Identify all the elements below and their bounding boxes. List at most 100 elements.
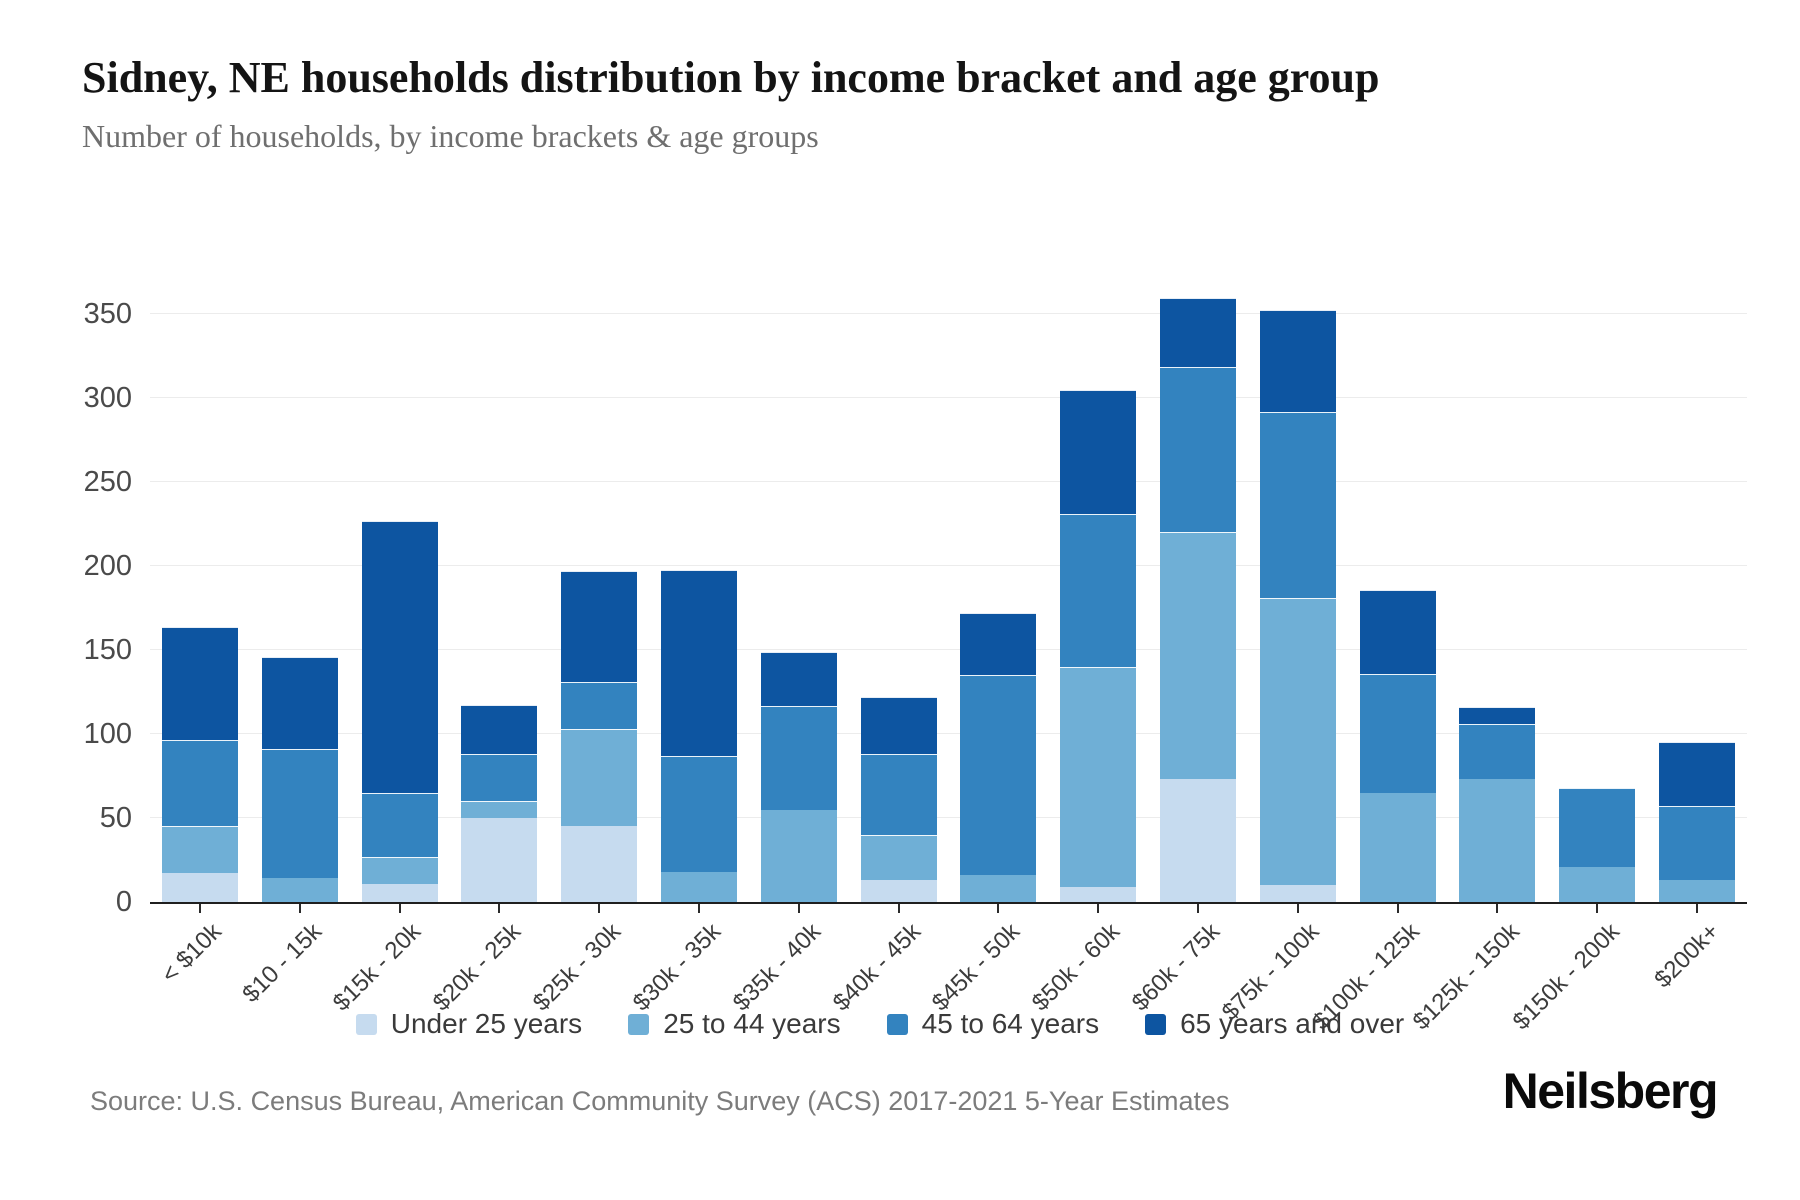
bar-segment[interactable] — [561, 729, 638, 826]
bar-segment[interactable] — [1359, 793, 1436, 902]
bar-segment[interactable] — [561, 682, 638, 729]
page-title: Sidney, NE households distribution by in… — [82, 53, 1380, 102]
bar-segment[interactable] — [361, 884, 438, 902]
bar-segment[interactable] — [461, 801, 538, 818]
y-axis-tick-label: 300 — [83, 382, 132, 414]
bar-segment[interactable] — [361, 793, 438, 857]
x-axis-tick — [1296, 904, 1299, 913]
legend-swatch-icon — [886, 1013, 908, 1035]
bar-segment[interactable] — [1359, 590, 1436, 674]
bar-segment[interactable] — [660, 756, 737, 872]
bar-segment[interactable] — [1259, 598, 1336, 885]
gridline-y-200 — [150, 565, 1747, 566]
bar-segment[interactable] — [261, 878, 338, 902]
bar-segment[interactable] — [361, 521, 438, 793]
bar-segment[interactable] — [1259, 310, 1336, 412]
bar-segment[interactable] — [960, 875, 1037, 902]
y-axis-tick-label: 150 — [83, 634, 132, 666]
x-axis-tick — [797, 904, 800, 913]
stacked-bar-8 — [860, 697, 937, 902]
legend-item: 65 years and over — [1145, 1008, 1404, 1040]
bar-segment[interactable] — [1060, 390, 1137, 514]
chart-legend: Under 25 years 25 to 44 years 45 to 64 yea… — [0, 1008, 1760, 1040]
stacked-bar-15 — [1559, 788, 1636, 902]
bar-segment[interactable] — [1060, 887, 1137, 902]
stacked-bar-3 — [361, 521, 438, 902]
bar-segment[interactable] — [161, 740, 238, 826]
bar-segment[interactable] — [161, 873, 238, 902]
bar-segment[interactable] — [760, 810, 837, 902]
y-axis-tick-label: 0 — [115, 886, 132, 918]
bar-slot: $75k - 100k — [1217, 250, 1348, 1026]
bar-segment[interactable] — [760, 706, 837, 810]
stacked-bar-16 — [1659, 742, 1736, 902]
bar-segment[interactable] — [1060, 667, 1137, 887]
bar-segment[interactable] — [1259, 885, 1336, 902]
plot-area: 0 50 100 150 200 250 300 350 < $10k $10 - 15k $15k… — [84, 250, 1747, 1035]
legend-item: 25 to 44 years — [628, 1008, 841, 1040]
bar-segment[interactable] — [361, 857, 438, 884]
stacked-bar-7 — [760, 652, 837, 902]
bar-segment[interactable] — [561, 571, 638, 682]
x-axis-tick — [498, 904, 501, 913]
x-axis-tick-label: $10 - 15k — [236, 918, 327, 1008]
legend-label: 65 years and over — [1180, 1008, 1405, 1039]
stacked-bar-10 — [1060, 390, 1137, 902]
bar-segment[interactable] — [1459, 779, 1536, 902]
x-axis-tick — [298, 904, 301, 913]
x-axis-tick-label: < $10k — [156, 918, 227, 989]
bar-segment[interactable] — [960, 613, 1037, 675]
bar-segment[interactable] — [161, 826, 238, 873]
bar-segment[interactable] — [561, 826, 638, 902]
stacked-bar-14 — [1459, 707, 1536, 902]
stacked-bar-13 — [1359, 590, 1436, 902]
bar-segment[interactable] — [1160, 367, 1237, 532]
legend-swatch-icon — [1145, 1013, 1167, 1035]
bar-segment[interactable] — [1060, 514, 1137, 667]
x-axis-tick — [1696, 904, 1699, 913]
bar-segment[interactable] — [161, 627, 238, 740]
bar-slot: $20k - 25k — [428, 250, 549, 1016]
bar-segment[interactable] — [760, 652, 837, 706]
bar-segment[interactable] — [1559, 788, 1636, 867]
gridline-y-100 — [150, 733, 1747, 734]
x-axis-tick — [198, 904, 201, 913]
bar-segment[interactable] — [1559, 867, 1636, 902]
stacked-bar-11 — [1160, 298, 1237, 902]
bar-segment[interactable] — [261, 749, 338, 878]
x-axis-tick — [1596, 904, 1599, 913]
bar-slot: $45k - 50k — [927, 250, 1049, 1016]
bar-segment[interactable] — [1659, 742, 1736, 806]
bar-segment[interactable] — [1659, 806, 1736, 880]
bar-segment[interactable] — [660, 570, 737, 756]
bar-segment[interactable] — [860, 754, 937, 835]
x-axis-tick — [1496, 904, 1499, 913]
bar-segment[interactable] — [860, 835, 937, 880]
bar-segment[interactable] — [1459, 724, 1536, 779]
bar-segment[interactable] — [860, 880, 937, 902]
bar-segment[interactable] — [1160, 298, 1237, 367]
bar-slot: $200k+ — [1647, 250, 1747, 993]
bar-segment[interactable] — [461, 818, 538, 902]
legend-swatch-icon — [355, 1013, 377, 1035]
bar-segment[interactable] — [261, 657, 338, 749]
x-axis-tick — [1097, 904, 1100, 913]
x-axis-tick — [1396, 904, 1399, 913]
bar-slot: $10 - 15k — [237, 250, 350, 1008]
x-axis-tick-label: $30k - 35k — [627, 918, 727, 1017]
bar-slot: $150k - 200k — [1507, 250, 1647, 1035]
bar-segment[interactable] — [461, 705, 538, 754]
bar-segment[interactable] — [1359, 674, 1436, 793]
legend-item: 45 to 64 years — [886, 1008, 1099, 1040]
bar-segment[interactable] — [1160, 532, 1237, 779]
bar-segment[interactable] — [461, 754, 538, 801]
bar-segment[interactable] — [660, 872, 737, 902]
bar-segment[interactable] — [1459, 707, 1536, 724]
bar-segment[interactable] — [1659, 880, 1736, 902]
bar-segment[interactable] — [1160, 779, 1237, 902]
bar-segment[interactable] — [1259, 412, 1336, 598]
bar-segment[interactable] — [960, 675, 1037, 875]
x-axis-tick — [1197, 904, 1200, 913]
bar-segment[interactable] — [860, 697, 937, 754]
x-axis-tick-label: $25k - 30k — [527, 918, 627, 1017]
